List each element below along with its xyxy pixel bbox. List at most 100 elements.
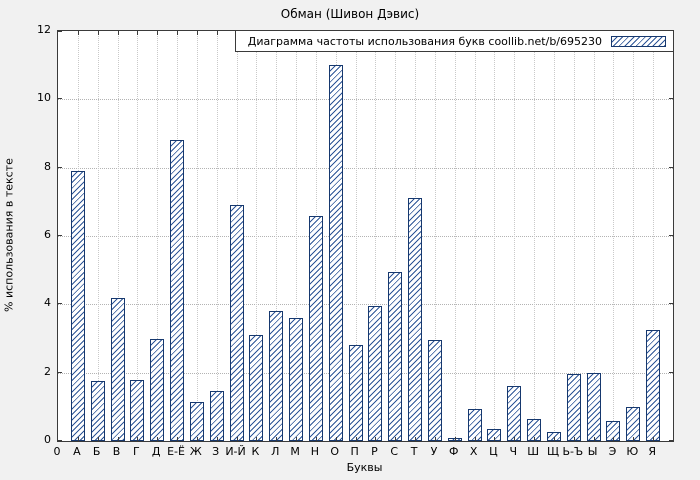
- gridline-v-П: [355, 31, 357, 441]
- x-tick-label-Э: Э: [608, 445, 617, 458]
- gridline-v-С: [395, 31, 397, 441]
- x-tickmark-Е-Ё: [177, 437, 179, 441]
- bar-О: [328, 65, 343, 441]
- x-tickmark-Т: [415, 437, 417, 441]
- gridline-h-6: [58, 236, 673, 237]
- bar-Д: [150, 338, 165, 441]
- x-tickmark-И-Й: [236, 437, 238, 441]
- gridline-v-У: [434, 31, 436, 441]
- x-tick-label-Х: Х: [469, 445, 478, 458]
- x-tickmark-top-Е-Ё: [177, 31, 179, 35]
- x-tick-label-У: У: [430, 445, 438, 458]
- bar-Х: [467, 408, 482, 441]
- x-tickmark-Ж: [196, 437, 198, 441]
- y-tickmark-right-6: [669, 235, 673, 236]
- x-tickmark-top-Б: [97, 31, 99, 35]
- legend: Диаграмма частоты использования букв coo…: [234, 31, 673, 52]
- x-tick-label-Ь-Ъ: Ь-Ъ: [562, 445, 584, 458]
- gridline-h-2: [58, 372, 673, 374]
- y-tick-label-10: 10: [37, 91, 51, 105]
- x-tick-label-О: О: [330, 445, 340, 458]
- bar-З: [209, 391, 224, 441]
- x-tickmark-Э: [613, 437, 615, 441]
- gridline-v-В: [117, 31, 119, 441]
- x-tick-label-Ч: Ч: [509, 445, 518, 458]
- x-tick-label-origin: 0: [53, 445, 61, 458]
- y-tickmark-right-8: [669, 166, 673, 168]
- x-tickmark-Ь-Ъ: [573, 437, 575, 441]
- x-tickmark-П: [355, 437, 357, 441]
- x-tick-label-П: П: [350, 445, 359, 458]
- y-tickmark-6: [58, 235, 62, 236]
- x-tick-label-Е-Ё: Е-Ё: [167, 445, 185, 458]
- x-tick-label-Ж: Ж: [189, 445, 202, 458]
- bar-П: [348, 345, 363, 441]
- y-tickmark-10: [58, 98, 62, 100]
- x-tick-label-Н: Н: [310, 445, 320, 458]
- y-tickmark-8: [58, 166, 62, 168]
- gridline-v-М: [296, 31, 298, 441]
- x-tickmark-Х: [474, 437, 476, 441]
- x-tick-label-Б: Б: [92, 445, 101, 458]
- gridline-v-З: [216, 31, 218, 441]
- legend-swatch: [611, 35, 666, 47]
- x-tick-label-Ц: Ц: [489, 445, 498, 458]
- chart-title: Обман (Шивон Дэвис): [280, 7, 420, 21]
- y-tick-label-12: 12: [37, 23, 51, 36]
- x-tickmark-Д: [157, 437, 159, 441]
- bar-Ю: [626, 406, 641, 441]
- bar-Л: [269, 311, 284, 441]
- x-tick-label-Л: Л: [271, 445, 280, 458]
- y-tick-label-6: 6: [44, 228, 51, 241]
- x-tickmark-У: [434, 437, 436, 441]
- bar-Г: [130, 379, 145, 441]
- x-tickmark-Ц: [494, 437, 496, 441]
- x-tickmark-top-В: [117, 31, 119, 35]
- x-tick-label-Ы: Ы: [587, 445, 598, 458]
- x-tick-label-А: А: [73, 445, 81, 458]
- bar-Ш: [527, 418, 542, 441]
- x-tick-label-Я: Я: [648, 445, 656, 458]
- y-tickmark-2: [58, 371, 62, 373]
- bar-Р: [368, 306, 383, 441]
- x-tick-label-И-Й: И-Й: [225, 445, 246, 458]
- gridline-v-Щ: [553, 31, 555, 441]
- bar-Ь-Ъ: [566, 374, 581, 441]
- x-tick-label-С: С: [390, 445, 399, 458]
- x-tickmark-top-А: [77, 31, 79, 35]
- x-tickmark-Щ: [553, 437, 555, 441]
- bar-Ы: [586, 372, 601, 441]
- x-tick-label-Д: Д: [151, 445, 161, 458]
- x-tickmark-top-Д: [157, 31, 159, 35]
- bar-Е-Ё: [170, 140, 185, 441]
- y-tickmark-4: [58, 303, 62, 305]
- x-tickmark-Ю: [633, 437, 635, 441]
- x-tickmark-В: [117, 437, 119, 441]
- bar-Н: [308, 215, 323, 441]
- gridline-v-Ц: [494, 31, 496, 441]
- bar-Ч: [507, 386, 522, 441]
- legend-label: Диаграмма частоты использования букв coo…: [247, 34, 602, 48]
- bar-Т: [408, 198, 423, 441]
- gridline-v-Ч: [514, 31, 516, 441]
- y-tickmark-right-0: [669, 440, 673, 441]
- bar-И-Й: [229, 205, 244, 441]
- y-tickmark-right-2: [669, 371, 673, 373]
- x-tick-label-Ю: Ю: [626, 445, 639, 458]
- x-tick-label-Р: Р: [371, 445, 378, 458]
- x-tickmark-О: [335, 437, 337, 441]
- x-tickmark-Ш: [534, 437, 536, 441]
- bar-В: [110, 297, 125, 441]
- y-tickmark-right-10: [669, 98, 673, 100]
- plot-area: Диаграмма частоты использования букв coo…: [57, 30, 674, 442]
- x-tick-label-Т: Т: [410, 445, 418, 458]
- bar-К: [249, 335, 264, 441]
- gridline-h-8: [58, 167, 673, 169]
- gridline-h-4: [58, 304, 673, 306]
- x-tickmark-Н: [315, 437, 317, 441]
- y-tick-label-2: 2: [44, 364, 51, 378]
- gridline-v-Ь-Ъ: [573, 31, 575, 441]
- x-tick-label-Ф: Ф: [449, 445, 459, 458]
- x-tickmark-Ф: [454, 437, 456, 441]
